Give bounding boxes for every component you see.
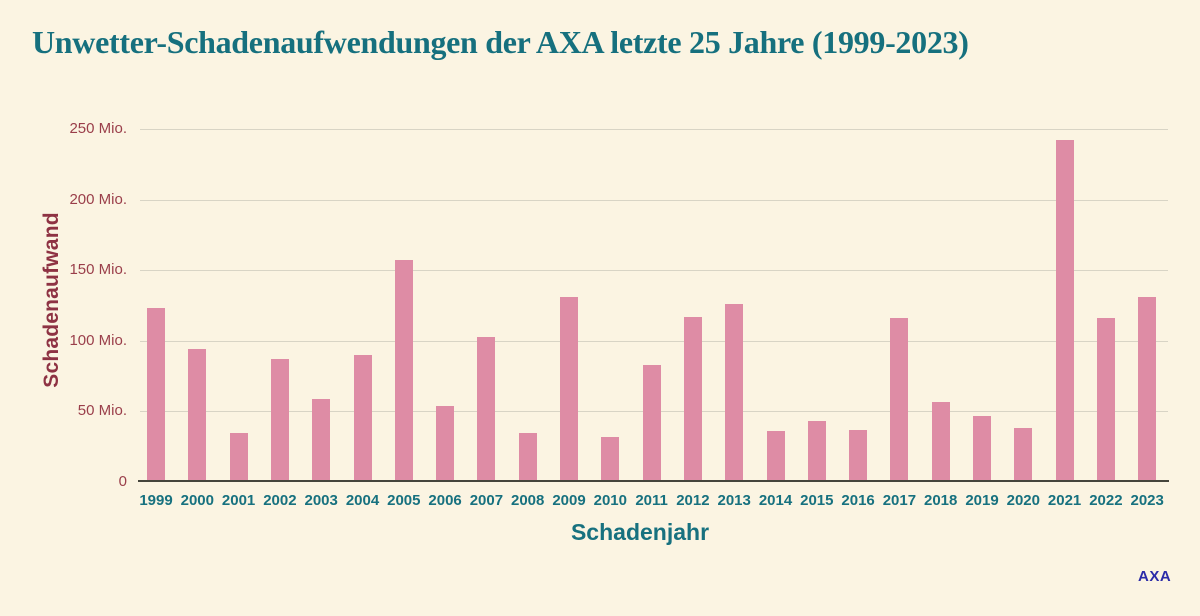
x-tick-label-2020: 2020 — [1006, 492, 1040, 509]
bar-2016 — [849, 429, 868, 482]
bar-2021 — [1055, 140, 1074, 482]
x-tick-label-2008: 2008 — [511, 492, 545, 509]
axa-logo: AXA — [1138, 568, 1172, 585]
x-tick-label-1999: 1999 — [139, 492, 173, 509]
bar-2001 — [229, 432, 248, 482]
x-tick-label-2004: 2004 — [345, 492, 380, 509]
x-tick-label-2010: 2010 — [593, 492, 627, 509]
x-tick-label-2011: 2011 — [635, 492, 668, 509]
x-tick-label-2014: 2014 — [758, 492, 793, 509]
x-tick-label-2015: 2015 — [800, 492, 834, 509]
x-tick-label-2000: 2000 — [180, 492, 214, 509]
x-tick-label-2017: 2017 — [882, 492, 917, 509]
y-tick-label: 150 Mio. — [69, 261, 127, 279]
y-tick-label: 200 Mio. — [69, 190, 127, 208]
bar-2019 — [973, 415, 991, 482]
bar-2015 — [807, 421, 826, 482]
gridline-250 — [140, 129, 1168, 130]
plot-area — [140, 129, 1168, 482]
x-tick-label-2023: 2023 — [1130, 492, 1164, 509]
y-tick-label: 50 Mio. — [77, 402, 127, 420]
bar-2009 — [560, 297, 578, 482]
x-tick-label-2022: 2022 — [1089, 492, 1123, 509]
x-tick-label-2019: 2019 — [965, 492, 999, 509]
x-axis-line — [138, 480, 1169, 482]
bar-2017 — [890, 318, 909, 482]
bar-2000 — [188, 349, 207, 482]
gridline-200 — [140, 199, 1168, 201]
x-tick-label-2003: 2003 — [304, 492, 338, 509]
bar-2018 — [931, 401, 950, 482]
x-tick-label-2009: 2009 — [552, 492, 586, 509]
x-tick-label-2002: 2002 — [263, 492, 297, 509]
bar-2012 — [683, 316, 702, 482]
y-axis-title: Schadenaufwand — [40, 212, 63, 388]
bar-2008 — [518, 432, 537, 482]
bar-1999 — [147, 308, 165, 482]
bar-2020 — [1014, 428, 1033, 482]
bar-2010 — [601, 436, 620, 482]
x-tick-label-2001: 2001 — [221, 492, 256, 509]
x-tick-label-2005: 2005 — [387, 492, 421, 509]
bar-2005 — [394, 260, 413, 482]
x-tick-label-2016: 2016 — [841, 492, 875, 509]
y-tick-label: 250 Mio. — [69, 120, 127, 137]
bar-2002 — [270, 359, 289, 482]
x-tick-label-2006: 2006 — [428, 492, 462, 509]
gridline-150 — [140, 270, 1168, 272]
bar-2022 — [1096, 318, 1115, 482]
y-tick-label: 0 — [118, 473, 127, 490]
bar-2013 — [725, 304, 744, 482]
bar-2007 — [477, 336, 496, 482]
x-tick-label-2018: 2018 — [924, 492, 958, 509]
gridline-100 — [140, 340, 1168, 342]
x-tick-label-2012: 2012 — [676, 492, 710, 509]
x-tick-label-2021: 2021 — [1047, 492, 1082, 509]
y-tick-label: 100 Mio. — [69, 331, 127, 349]
bar-2004 — [353, 354, 372, 482]
bar-2011 — [642, 364, 661, 482]
bar-2014 — [766, 431, 785, 482]
bar-2003 — [312, 398, 331, 482]
x-axis-title: Schadenjahr — [570, 519, 710, 545]
bar-2023 — [1138, 297, 1157, 482]
bar-2006 — [436, 405, 455, 482]
x-tick-label-2007: 2007 — [469, 492, 504, 509]
chart-title: Unwetter-Schadenaufwendungen der AXA let… — [32, 24, 969, 60]
x-tick-label-2013: 2013 — [717, 492, 751, 509]
